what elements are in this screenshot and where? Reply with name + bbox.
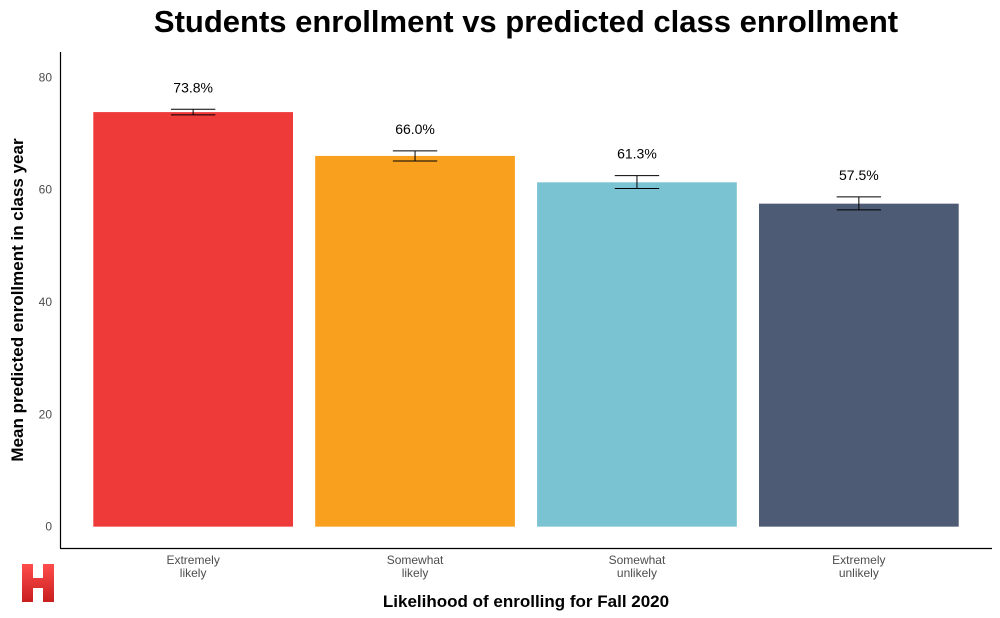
x-tick-label-line: unlikely (617, 566, 657, 580)
bars-layer (93, 112, 959, 527)
y-tick-label: 40 (39, 295, 53, 309)
x-axis-title: Likelihood of enrolling for Fall 2020 (382, 592, 670, 611)
x-tick-label-line: Extremely (832, 553, 885, 567)
h-logo-icon (22, 564, 54, 602)
bar (759, 203, 959, 527)
x-tick-label-line: Extremely (166, 553, 219, 567)
x-tick-label: Somewhat unlikely (609, 553, 666, 580)
x-tick-label: Extremely unlikely (832, 553, 885, 580)
x-tick-label-line: likely (402, 566, 429, 580)
chart-title: Students enrollment vs predicted class e… (153, 4, 899, 39)
x-tick-label-line: likely (180, 566, 207, 580)
y-tick-label: 60 (39, 183, 53, 197)
x-tick-label-line: Somewhat (387, 553, 444, 567)
data-label: 57.5% (839, 167, 879, 183)
data-labels-layer: 73.8% 66.0% 61.3% 57.5% (173, 79, 878, 183)
data-label: 66.0% (395, 121, 435, 137)
x-tick-label: Somewhat likely (387, 553, 444, 580)
data-label: 73.8% (173, 79, 213, 95)
x-tick-label: Extremely likely (166, 553, 219, 580)
error-bars-layer (170, 108, 882, 211)
y-axis-title-text: Mean predicted enrollment in class year (8, 138, 27, 462)
bar (537, 182, 737, 527)
bar (93, 112, 294, 527)
y-tick-label: 20 (39, 407, 53, 421)
x-tick-label-line: unlikely (839, 566, 879, 580)
data-label: 61.3% (617, 146, 657, 162)
bar (315, 155, 515, 527)
x-tick-label-line: Somewhat (609, 553, 666, 567)
y-tick-label: 0 (45, 520, 52, 534)
h-logo-shape (22, 564, 54, 602)
y-tick-label: 80 (39, 70, 53, 84)
